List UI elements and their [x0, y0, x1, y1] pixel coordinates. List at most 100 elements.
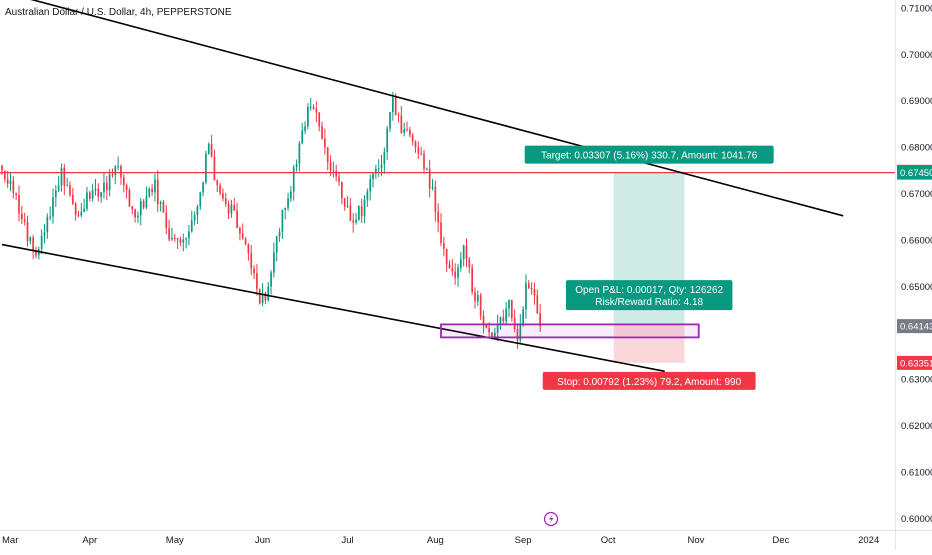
- candle-body: [491, 332, 493, 337]
- candle-body: [171, 237, 173, 240]
- candle-body: [137, 215, 139, 218]
- candle-body: [471, 267, 474, 292]
- candle-body: [329, 162, 332, 171]
- candle-body: [12, 180, 15, 194]
- candle-body: [290, 191, 292, 199]
- candle-body: [202, 182, 204, 193]
- candle-body: [383, 151, 386, 165]
- stop-label[interactable]: Stop: 0.00792 (1.23%) 79.2, Amount: 990: [542, 371, 756, 390]
- candle-body: [425, 168, 428, 170]
- candle-body: [247, 244, 250, 254]
- candle-body: [97, 188, 100, 197]
- candle-body: [270, 272, 272, 287]
- candle-body: [406, 129, 408, 131]
- time-tick-label: Mar: [2, 535, 18, 546]
- price-tick-label: 0.71000: [901, 3, 932, 14]
- target-label[interactable]: Target: 0.03307 (5.16%) 330.7, Amount: 1…: [524, 145, 774, 164]
- candle-body: [403, 129, 406, 133]
- candle-body: [516, 329, 519, 341]
- candle-body: [448, 264, 451, 268]
- time-tick-label: Nov: [687, 535, 704, 546]
- candle-body: [1, 165, 3, 171]
- candle-body: [145, 196, 148, 208]
- candle-body: [488, 328, 491, 333]
- stop-zone[interactable]: [613, 326, 685, 363]
- candle-body: [80, 211, 83, 216]
- price-tick-label: 0.65000: [901, 282, 932, 293]
- candle-body: [43, 232, 46, 236]
- candle-body: [496, 324, 499, 333]
- candle-body: [230, 204, 233, 214]
- candle-body: [193, 215, 196, 221]
- candle-body: [69, 185, 71, 195]
- candle-body: [88, 192, 91, 199]
- candle-body: [173, 237, 176, 239]
- candle-body: [216, 180, 219, 186]
- candle-body: [179, 239, 182, 243]
- candle-body: [539, 313, 541, 327]
- open-pnl-label-bg: [565, 280, 733, 311]
- candle-body: [199, 192, 202, 207]
- open-pnl-label[interactable]: Open P&L: 0.00017, Qty: 126262Risk/Rewar…: [565, 280, 733, 311]
- candle-body: [66, 185, 68, 187]
- candle-body: [182, 239, 185, 243]
- candle-body: [29, 237, 32, 242]
- candle-body: [60, 167, 63, 186]
- candle-body: [358, 206, 360, 220]
- candle-body: [222, 193, 224, 199]
- candle-body: [457, 267, 459, 278]
- candle-body: [188, 231, 190, 239]
- timezone-icon[interactable]: [543, 511, 559, 527]
- candle-body: [295, 164, 298, 168]
- candle-body: [360, 206, 363, 217]
- candle-body: [474, 291, 476, 302]
- candle-body: [219, 185, 221, 194]
- price-tick-label: 0.68000: [901, 143, 932, 154]
- candle-body: [375, 168, 377, 174]
- candle-body: [301, 130, 304, 144]
- upper-trend-line[interactable]: [2, 0, 844, 217]
- candle-body: [519, 324, 522, 341]
- candle-body: [261, 293, 264, 304]
- time-tick-label: Jun: [255, 535, 270, 546]
- candle-body: [428, 168, 431, 189]
- candle-body: [267, 286, 270, 301]
- candle-body: [71, 194, 74, 204]
- candle-body: [326, 147, 329, 163]
- candle-body: [389, 112, 391, 129]
- lower-trend-line[interactable]: [1, 243, 665, 373]
- candle-body: [527, 283, 530, 289]
- candle-body: [148, 188, 151, 197]
- candle-body: [91, 190, 94, 199]
- candle-body: [139, 201, 142, 216]
- candle-body: [338, 176, 340, 182]
- candle-body: [154, 179, 156, 193]
- candle-body: [394, 97, 397, 115]
- candle-body: [423, 153, 425, 169]
- candle-body: [377, 168, 380, 170]
- candle-body: [434, 186, 437, 212]
- candle-body: [105, 182, 108, 191]
- time-tick-label: Aug: [427, 535, 444, 546]
- candle-body: [94, 188, 97, 191]
- candle-body: [258, 289, 261, 304]
- candle-body: [510, 300, 513, 318]
- candle-body: [227, 204, 230, 214]
- candle-body: [287, 198, 289, 208]
- price-tick-label: 0.61000: [901, 467, 932, 478]
- candle-body: [233, 204, 236, 211]
- target-label-bg: [524, 145, 774, 164]
- price-tick-label: 0.66000: [901, 235, 932, 246]
- candle-body: [454, 271, 457, 278]
- candle-body: [250, 253, 253, 269]
- candle-body: [26, 221, 29, 242]
- candle-body: [63, 167, 66, 186]
- candle-body: [253, 268, 255, 274]
- candle-body: [205, 153, 207, 183]
- support-zone-box[interactable]: [440, 323, 700, 339]
- price-label-badge: [897, 355, 932, 370]
- candle-body: [86, 192, 88, 209]
